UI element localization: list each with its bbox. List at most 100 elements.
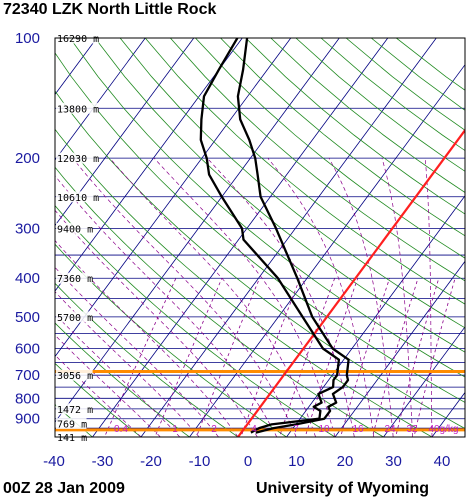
isotherm-line: [140, 38, 437, 437]
mixing-ratio-line: [371, 278, 419, 437]
isotherm-line: [237, 129, 465, 437]
moist-adiabat: [72, 157, 297, 437]
freezing-line: [236, 128, 465, 437]
temperature-tick-label: 30: [385, 453, 402, 470]
temperature-tick-label: -40: [43, 453, 65, 470]
dry-adiabat: [195, 38, 465, 259]
temperature-profile: [236, 38, 350, 434]
mixing-ratio-label: 32: [406, 424, 418, 435]
dewpoint-profile: [199, 38, 341, 434]
height-label-bg: [56, 311, 93, 323]
freezing-isotherm: [236, 128, 465, 437]
dry-adiabat: [55, 52, 465, 403]
mixing-ratio-line: [395, 278, 440, 437]
dry-adiabat: [55, 282, 239, 437]
dry-adiabat: [170, 38, 465, 282]
height-label: 5700 m: [57, 313, 93, 324]
isotherm-line: [55, 38, 195, 227]
pressure-tick-label: 900: [15, 411, 40, 428]
moist-adiabat: [55, 239, 239, 437]
mixing-ratio-label: 16: [352, 424, 364, 435]
dry-adiabat: [220, 38, 465, 237]
isotherm-line: [188, 64, 465, 437]
temperature-tick-label: -10: [189, 453, 211, 470]
height-label: 1472 m: [57, 405, 93, 416]
pressure-tick-label: 300: [15, 220, 40, 237]
isotherm-line: [55, 38, 292, 358]
chart-title: 72340 LZK North Little Rock: [3, 1, 217, 18]
dry-adiabat-grid: [55, 38, 465, 437]
isotherm-grid: [0, 38, 465, 446]
height-label: 12030 m: [57, 154, 99, 165]
pressure-tick-label: 400: [15, 270, 40, 287]
moist-adiabat: [267, 157, 375, 437]
mixing-ratio-line: [340, 278, 390, 437]
height-label: 3056 m: [57, 371, 93, 382]
dry-adiabat: [245, 38, 465, 215]
isotherm-line: [285, 195, 465, 437]
height-label-bg: [56, 272, 93, 284]
dry-adiabat: [144, 38, 465, 305]
sounding-profiles: [199, 38, 350, 434]
mixing-ratio-label: 40: [428, 424, 440, 435]
height-label-bg: [56, 417, 87, 429]
pressure-tick-label: 600: [15, 340, 40, 357]
pressure-tick-label: 500: [15, 309, 40, 326]
mixing-ratio-label: g/kg: [440, 424, 459, 435]
height-label: 769 m: [57, 419, 87, 430]
temperature-tick-label: 0: [244, 453, 252, 470]
height-label: 9400 m: [57, 224, 93, 235]
moist-adiabat: [55, 313, 181, 437]
moist-adiabat: [55, 266, 219, 437]
mixing-ratio-line: [304, 278, 359, 437]
mixing-ratio-label: 24: [384, 424, 396, 435]
height-labels: 16290 m 13800 m 12030 m 10610 m 9400 m 7360 m…: [56, 32, 99, 444]
pressure-tick-label: 200: [15, 150, 40, 167]
highlighted-levels: [55, 369, 465, 432]
dry-adiabat: [55, 205, 336, 437]
moist-adiabat: [328, 157, 394, 437]
height-label: 141 m: [57, 433, 87, 444]
mixing-ratio-line: [413, 278, 456, 437]
mixing-ratio-label: 4: [251, 424, 257, 435]
mixing-ratio-label: 7: [293, 424, 299, 435]
footer-institution: University of Wyoming: [256, 480, 430, 497]
mixing-ratio-label: 2: [211, 424, 217, 435]
mixing-ratio-label: 10: [318, 424, 330, 435]
dry-adiabat: [370, 38, 465, 111]
temperature-tick-label: 20: [337, 453, 354, 470]
moist-adiabat: [381, 158, 413, 437]
footer-date: 00Z 28 Jan 2009: [3, 480, 125, 497]
dry-adiabat: [55, 128, 433, 437]
moist-adiabat: [424, 158, 433, 437]
pressure-axis: 100 200 300 400 500 600 700 800 900: [15, 30, 40, 428]
moist-adiabat: [109, 157, 316, 437]
dry-adiabat: [55, 362, 142, 437]
temperature-tick-label: 10: [288, 453, 305, 470]
height-label-bg: [56, 369, 93, 381]
temperature-tick-label: -20: [140, 453, 162, 470]
height-label: 16290 m: [57, 34, 99, 45]
dry-adiabat: [55, 243, 288, 437]
height-label-bg: [56, 403, 93, 415]
height-label: 10610 m: [57, 193, 99, 204]
mixing-ratio-line: [195, 278, 260, 437]
isotherm-line: [334, 260, 465, 437]
isotherm-line: [382, 326, 465, 437]
dry-adiabat: [69, 38, 465, 378]
height-label: 13800 m: [57, 104, 99, 115]
moist-adiabat: [55, 175, 278, 437]
moist-adiabat: [55, 209, 258, 437]
pressure-tick-label: 800: [15, 390, 40, 407]
height-label-bg: [56, 222, 93, 234]
pressure-tick-label: 100: [15, 30, 40, 47]
isotherm-line: [0, 38, 48, 446]
moist-adiabat: [55, 334, 161, 437]
dry-adiabat: [55, 404, 94, 437]
temperature-axis: -40 -30 -20 -10 0 10 20 30 40: [43, 453, 450, 470]
mixing-ratio-label: 0.4: [114, 424, 128, 435]
mixing-ratio-grid: [104, 278, 456, 437]
dry-adiabat: [119, 38, 465, 329]
mixing-ratio-line: [104, 278, 177, 437]
